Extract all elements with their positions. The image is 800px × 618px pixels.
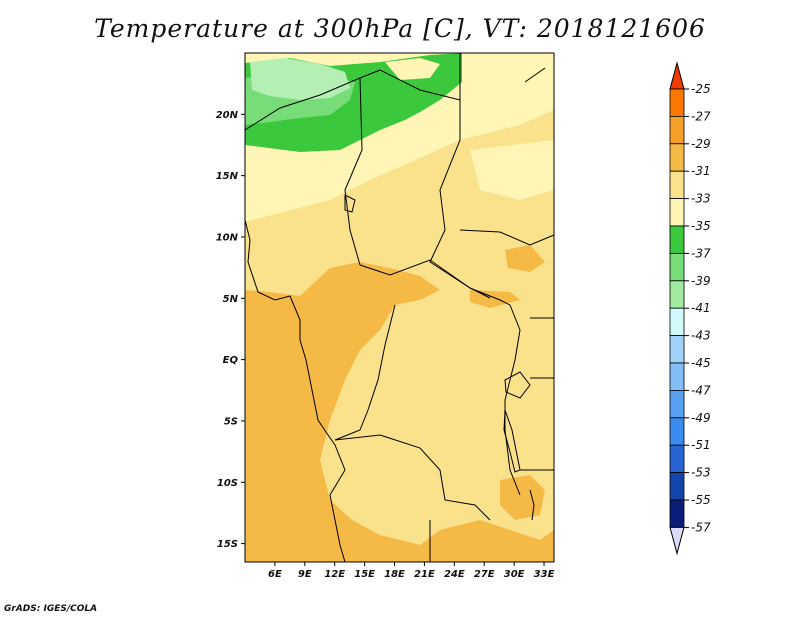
colorbar-label: -25	[691, 82, 711, 96]
colorbar-label: -41	[691, 301, 711, 315]
colorbar-label: -51	[691, 438, 711, 452]
lon-label: 30E	[504, 569, 525, 580]
lat-label: 5N	[223, 294, 239, 305]
colorbar-box	[669, 88, 685, 117]
colorbar-box	[669, 116, 685, 145]
colorbar-box	[669, 444, 685, 474]
border-congo-drc	[334, 304, 396, 441]
colorbar-box	[669, 417, 685, 446]
colorbar-box	[669, 389, 685, 419]
lat-label: 10N	[216, 232, 239, 243]
field-41-region	[250, 58, 350, 100]
colorbar-box	[669, 170, 685, 199]
coastline-west	[244, 219, 346, 563]
field-29-northeast	[505, 245, 545, 272]
colorbar-label: -33	[691, 192, 711, 206]
border-drc-east	[504, 304, 521, 496]
colorbar-label: -43	[691, 329, 711, 343]
colorbar-label: -53	[691, 466, 711, 480]
lake-chad	[344, 194, 356, 213]
colorbar-box	[669, 335, 685, 364]
border-libya	[379, 53, 461, 101]
colorbar-label: -29	[691, 137, 711, 151]
border-chad	[344, 77, 363, 266]
lon-label: 9E	[298, 569, 312, 580]
footer-credit: GrADS: IGES/COLA	[4, 604, 98, 614]
colorbar-bottom-arrow	[669, 526, 685, 556]
lat-label: 15N	[216, 171, 239, 182]
field-29-west	[245, 262, 554, 562]
lon-label: 12E	[324, 569, 345, 580]
colorbar-box	[669, 252, 685, 282]
border-angola	[334, 434, 491, 521]
border-car	[359, 259, 511, 306]
colorbar-label: -45	[691, 356, 711, 370]
lon-label: 15E	[354, 569, 375, 580]
colorbar-box	[669, 225, 685, 254]
border-algeria-niger	[244, 69, 381, 131]
lat-label: 10S	[217, 478, 238, 489]
latitude-axis: 20N 15N 10N 5N EQ 5S 10S 15S	[216, 110, 245, 550]
border-south-sudan	[459, 229, 555, 246]
lat-label: EQ	[223, 355, 239, 366]
lat-label: 20N	[216, 110, 239, 121]
map-frame	[244, 52, 555, 563]
lat-label: 5S	[224, 416, 238, 427]
colorbar-box	[669, 143, 685, 172]
colorbar-label: -57	[691, 520, 711, 534]
colorbar-label: -39	[691, 274, 711, 288]
colorbar-box	[669, 307, 685, 337]
longitude-axis: 6E 9E 12E 15E 18E 21E 24E 27E 30E 33E	[268, 562, 555, 580]
colorbar-box	[669, 499, 685, 528]
colorbar-box	[669, 280, 685, 309]
lon-label: 6E	[268, 569, 282, 580]
lat-label: 15S	[217, 539, 238, 550]
colorbar-label: -47	[691, 383, 711, 397]
lon-label: 24E	[444, 569, 465, 580]
lake-tanganyika	[503, 409, 521, 473]
chart-title: Temperature at 300hPa [C], VT: 201812160…	[94, 14, 706, 43]
border-east-africa	[520, 317, 554, 471]
colorbar-label: -35	[691, 219, 711, 233]
colorbar-label: -49	[691, 411, 711, 425]
colorbar-top-arrow	[669, 61, 685, 90]
colorbar-box	[669, 472, 685, 501]
lake-malawi	[529, 489, 535, 521]
field-35-patch-north	[385, 58, 440, 80]
field-35-patch-east	[470, 140, 554, 200]
lake-victoria	[504, 371, 531, 399]
lon-label: 33E	[534, 569, 555, 580]
lon-label: 18E	[384, 569, 405, 580]
colorbar-box	[669, 362, 685, 391]
colorbar-label: -27	[691, 109, 711, 123]
red-sea-coast	[524, 67, 546, 83]
lon-label: 27E	[474, 569, 495, 580]
colorbar-legend: -25 -27 -29 -31 -33 -35 -37 -39 -41 -43 -45 -47 -49 -…	[669, 61, 711, 556]
colorbar-box	[669, 198, 685, 227]
country-borders	[244, 53, 555, 563]
lon-label: 21E	[414, 569, 435, 580]
colorbar-label: -37	[691, 246, 711, 260]
colorbar-label: -31	[691, 164, 711, 178]
colorbar-label: -55	[691, 493, 711, 507]
